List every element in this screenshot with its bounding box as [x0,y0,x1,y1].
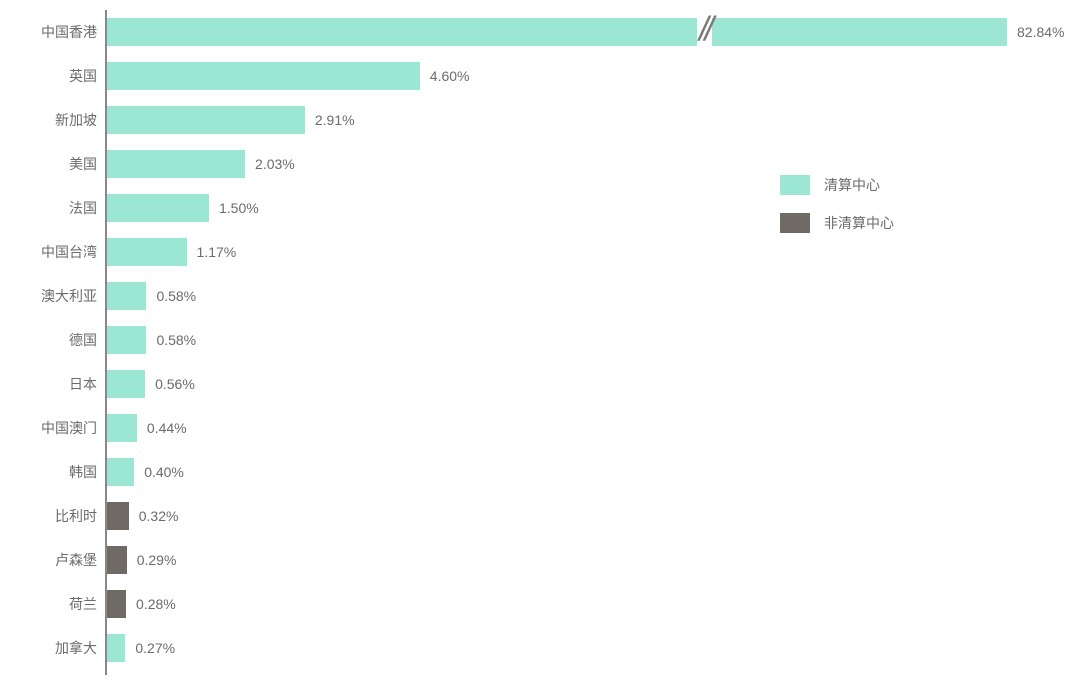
legend-swatch [780,213,810,233]
bar: 0.40% [107,458,134,486]
value-label: 0.29% [127,552,177,568]
bar: 4.60% [107,62,420,90]
value-label: 0.40% [134,464,184,480]
bar-row: 德国0.58% [107,318,1065,362]
bar: 0.28% [107,590,126,618]
bar-row: 韩国0.40% [107,450,1065,494]
bar-row: 英国4.60% [107,54,1065,98]
category-label: 日本 [7,374,107,394]
value-label: 0.32% [129,508,179,524]
category-label: 英国 [7,66,107,86]
bar: 1.50% [107,194,209,222]
bar-row: 比利时0.32% [107,494,1065,538]
category-label: 德国 [7,330,107,350]
bar-row: 卢森堡0.29% [107,538,1065,582]
bar: 0.44% [107,414,137,442]
category-label: 中国香港 [7,22,107,42]
category-label: 新加坡 [7,110,107,130]
chart-container: 中国香港82.84%//英国4.60%新加坡2.91%美国2.03%法国1.50… [0,0,1080,687]
bar-row: 法国1.50% [107,186,1065,230]
value-label: 0.28% [126,596,176,612]
bar: 2.03% [107,150,245,178]
value-label: 0.44% [137,420,187,436]
bar-row: 荷兰0.28% [107,582,1065,626]
legend: 清算中心非清算中心 [780,175,894,233]
bar-row: 新加坡2.91% [107,98,1065,142]
axis-break-icon: // [697,13,712,47]
category-label: 中国台湾 [7,242,107,262]
value-label: 0.58% [146,288,196,304]
bar: 0.29% [107,546,127,574]
category-label: 荷兰 [7,594,107,614]
value-label: 2.91% [305,112,355,128]
value-label: 0.56% [145,376,195,392]
category-label: 卢森堡 [7,550,107,570]
bar-row: 澳大利亚0.58% [107,274,1065,318]
legend-item: 非清算中心 [780,213,894,233]
category-label: 比利时 [7,506,107,526]
bar-row: 美国2.03% [107,142,1065,186]
bar: 0.58% [107,326,146,354]
bar: 0.32% [107,502,129,530]
bar: 0.27% [107,634,125,662]
bar-row: 加拿大0.27% [107,626,1065,670]
value-label: 1.17% [187,244,237,260]
legend-label: 非清算中心 [824,213,894,233]
value-label: 4.60% [420,68,470,84]
category-label: 法国 [7,198,107,218]
bar: 2.91% [107,106,305,134]
category-label: 美国 [7,154,107,174]
value-label: 0.58% [146,332,196,348]
legend-swatch [780,175,810,195]
bar: 0.56% [107,370,145,398]
bar-row: 中国澳门0.44% [107,406,1065,450]
category-label: 中国澳门 [7,418,107,438]
category-label: 澳大利亚 [7,286,107,306]
bar-row: 中国香港82.84%// [107,10,1065,54]
value-label: 2.03% [245,156,295,172]
category-label: 加拿大 [7,638,107,658]
plot-area: 中国香港82.84%//英国4.60%新加坡2.91%美国2.03%法国1.50… [105,10,1065,675]
value-label: 0.27% [125,640,175,656]
category-label: 韩国 [7,462,107,482]
legend-label: 清算中心 [824,175,880,195]
legend-item: 清算中心 [780,175,894,195]
value-label: 82.84% [1007,24,1064,40]
bar: 1.17% [107,238,187,266]
bar-row: 中国台湾1.17% [107,230,1065,274]
value-label: 1.50% [209,200,259,216]
bar: 82.84%// [107,18,1007,46]
bar: 0.58% [107,282,146,310]
bar-row: 日本0.56% [107,362,1065,406]
